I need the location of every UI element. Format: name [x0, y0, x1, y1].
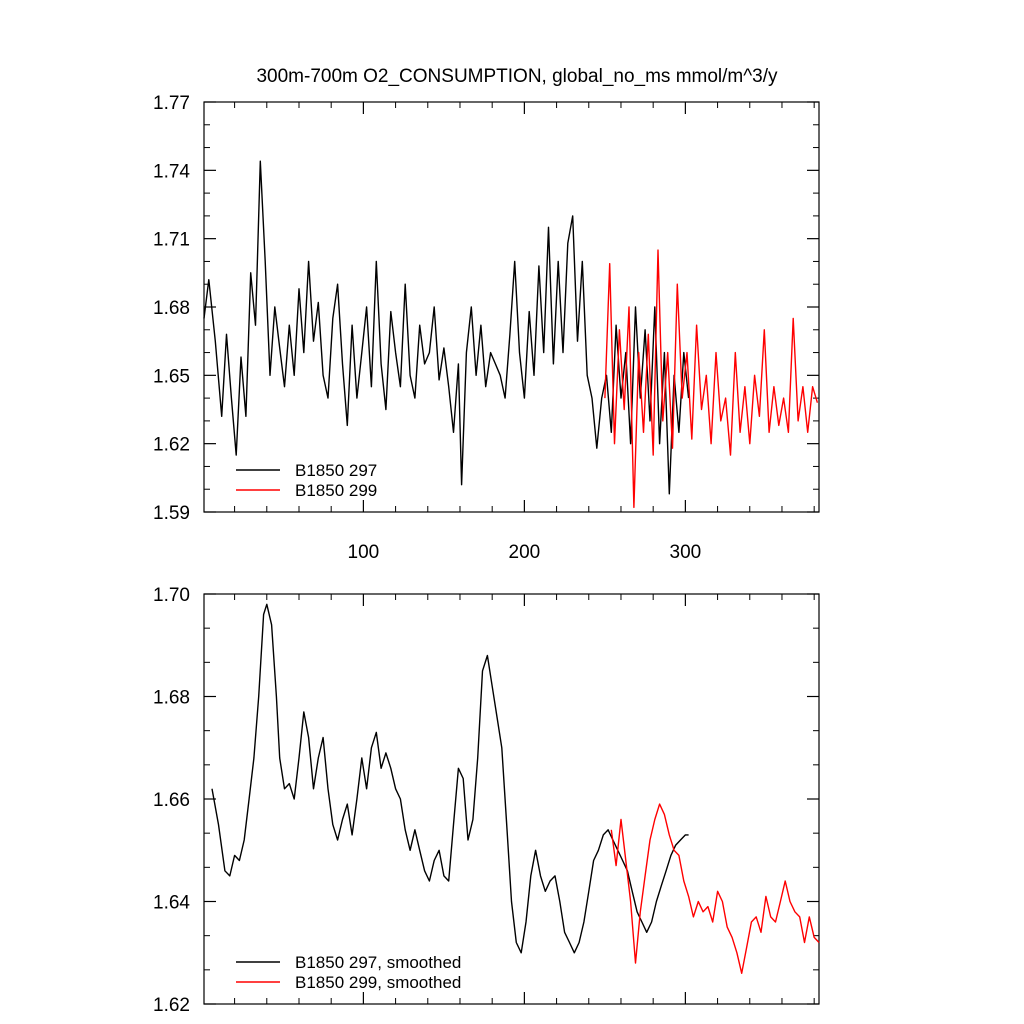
- top-y-tick-label: 1.65: [153, 366, 190, 387]
- top-series: [203, 160, 819, 509]
- bottom-y-tick-label: 1.68: [153, 688, 190, 709]
- top-y-tick-label: 1.62: [153, 435, 190, 456]
- bottom-plot-frame: [203, 593, 820, 1005]
- top-x-tick-label: 100: [348, 542, 380, 563]
- top-panel: 1.59 1.62 1.65 1.68 1.71 1.74 1.77 100 200 300 B1…: [153, 93, 820, 563]
- bottom-series-line-2: [610, 803, 820, 974]
- bottom-y-tick-label: 1.70: [153, 585, 190, 606]
- top-y-tick-label: 1.74: [153, 161, 190, 182]
- top-axis-ticks: 1.59 1.62 1.65 1.68 1.71 1.74 1.77 100 200 300: [153, 93, 819, 563]
- top-x-tick-label: 300: [670, 542, 702, 563]
- bottom-y-tick-label: 1.66: [153, 790, 190, 811]
- top-y-tick-label: 1.68: [153, 298, 190, 319]
- top-y-tick-label: 1.71: [153, 230, 190, 251]
- top-series-line-2: [604, 249, 819, 509]
- bottom-y-tick-label: 1.62: [153, 995, 190, 1016]
- bottom-y-tick-label: 1.64: [153, 893, 190, 914]
- bottom-series-line-1: [211, 603, 689, 954]
- top-y-tick-label: 1.59: [153, 503, 190, 524]
- top-legend-label-1: B1850 297: [295, 461, 377, 480]
- chart-title: 300m-700m O2_CONSUMPTION, global_no_ms m…: [256, 66, 778, 87]
- top-series-line-1: [203, 160, 690, 495]
- bottom-axis-ticks: 1.62 1.64 1.66 1.68 1.70: [153, 585, 819, 1016]
- top-legend-label-2: B1850 299: [295, 481, 377, 500]
- bottom-series: [211, 603, 820, 974]
- bottom-legend-label-2: B1850 299, smoothed: [295, 973, 461, 992]
- bottom-legend-label-1: B1850 297, smoothed: [295, 953, 461, 972]
- top-x-tick-label: 200: [509, 542, 541, 563]
- bottom-panel: 1.62 1.64 1.66 1.68 1.70 B1850 297, smoothed…: [153, 585, 820, 1016]
- top-y-tick-label: 1.77: [153, 93, 190, 114]
